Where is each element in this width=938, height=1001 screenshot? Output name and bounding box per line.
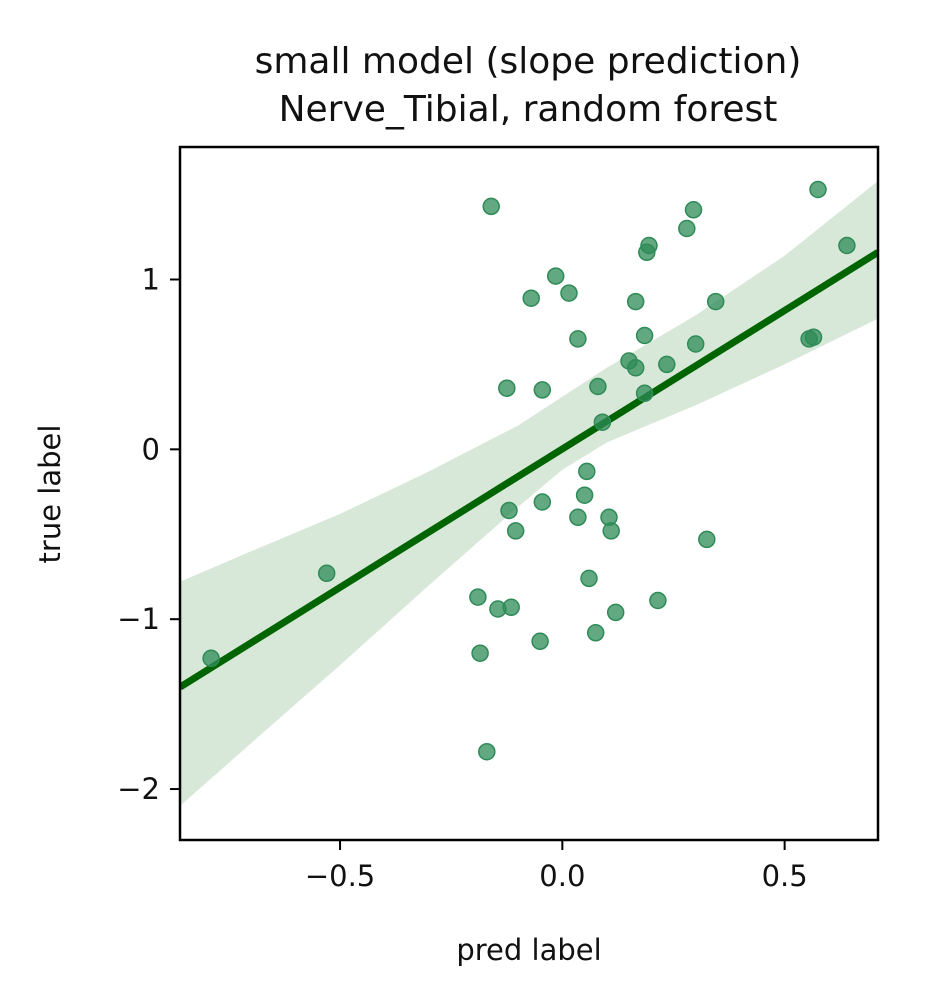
x-tick-label: 0.5 <box>762 859 808 893</box>
data-point <box>469 588 487 606</box>
x-tick-label: 0.0 <box>539 859 585 893</box>
confidence-band <box>180 181 878 806</box>
data-point <box>606 603 625 622</box>
y-axis: −2 −1 0 1 <box>117 262 180 806</box>
data-point <box>809 180 827 199</box>
data-point <box>569 330 587 348</box>
data-point <box>502 598 520 617</box>
data-point <box>658 355 676 374</box>
data-point <box>602 522 620 540</box>
data-point <box>522 289 540 307</box>
plot-area <box>178 145 880 842</box>
data-point <box>533 493 552 511</box>
data-point <box>533 381 552 399</box>
y-tick-label: 0 <box>142 432 160 466</box>
y-tick-label: 1 <box>142 262 160 296</box>
data-point <box>546 267 565 285</box>
x-axis: −0.5 0.0 0.5 <box>305 840 808 893</box>
data-point <box>589 377 607 396</box>
data-point <box>569 508 587 527</box>
regression-line <box>180 249 878 691</box>
axes-frame <box>178 145 880 842</box>
data-point <box>684 201 703 219</box>
data-point <box>804 328 823 346</box>
data-point <box>482 197 500 216</box>
x-tick-label: −0.5 <box>305 859 375 893</box>
data-point <box>578 462 596 481</box>
y-tick-label: −1 <box>117 602 160 636</box>
data-point <box>471 644 489 662</box>
data-point <box>500 501 518 520</box>
data-point <box>580 569 598 588</box>
data-point <box>575 486 594 504</box>
data-point <box>498 379 516 397</box>
chart-title: small model (slope prediction) <box>255 41 802 82</box>
data-point <box>635 326 654 345</box>
data-point <box>506 522 525 540</box>
y-axis-label: true label <box>33 425 67 564</box>
data-point <box>649 591 667 610</box>
data-point <box>317 564 336 583</box>
data-point <box>698 530 716 549</box>
data-point <box>626 292 645 311</box>
data-point <box>678 219 696 238</box>
data-point <box>586 624 605 642</box>
x-axis-label: pred label <box>456 933 601 967</box>
data-point <box>560 284 578 302</box>
chart-subtitle: Nerve_Tibial, random forest <box>279 89 778 130</box>
data-point <box>626 359 645 377</box>
data-point <box>593 413 612 431</box>
data-point <box>202 649 220 668</box>
y-tick-label: −2 <box>117 772 160 806</box>
data-point <box>531 632 549 651</box>
data-point <box>640 236 658 255</box>
data-point <box>635 384 654 403</box>
data-point <box>478 742 496 761</box>
data-point <box>706 292 725 311</box>
data-point <box>838 236 856 255</box>
data-point <box>686 335 705 353</box>
